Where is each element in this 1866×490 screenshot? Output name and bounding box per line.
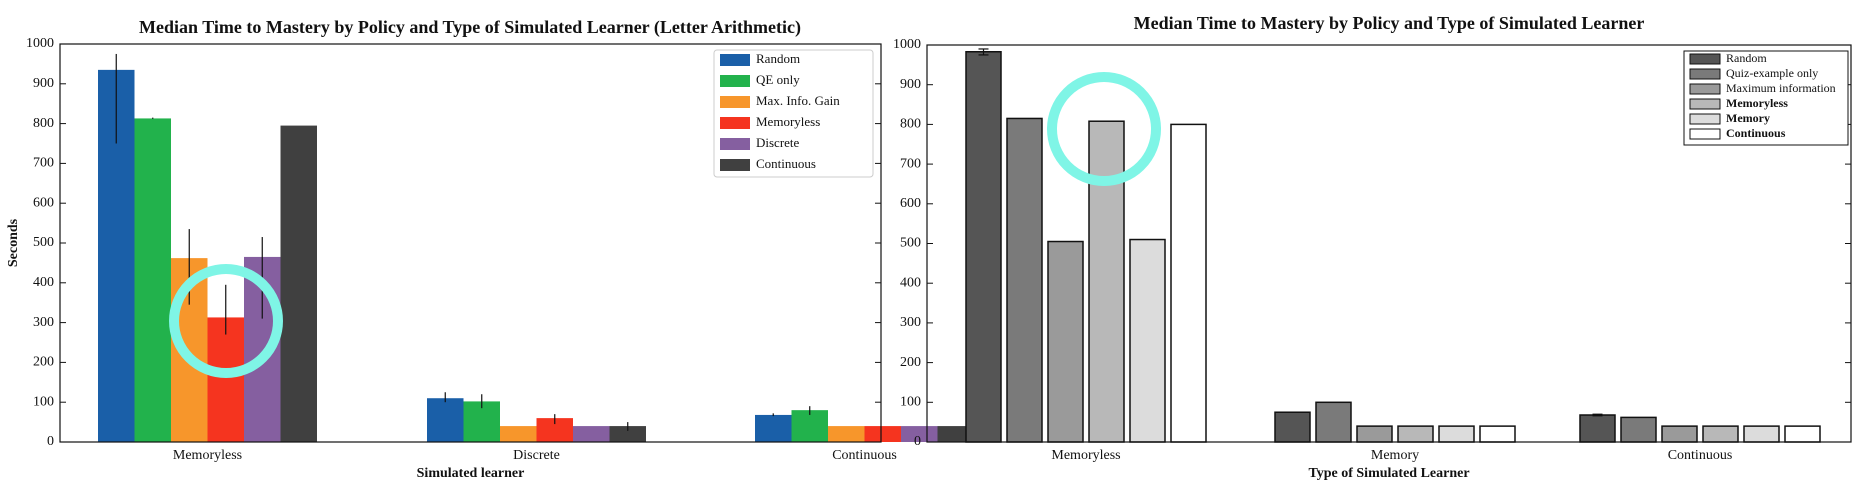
- legend-swatch: [720, 54, 750, 66]
- bar: [427, 398, 464, 442]
- legend-label: Continuous: [756, 156, 816, 171]
- legend-swatch: [720, 96, 750, 108]
- bar: [1315, 401, 1352, 443]
- x-tick-label: Continuous: [1668, 448, 1733, 463]
- bar: [937, 426, 974, 442]
- bar: [573, 426, 610, 442]
- y-tick-label: 100: [33, 394, 54, 409]
- bar: [1661, 425, 1698, 443]
- bar: [1274, 411, 1311, 443]
- legend-label: Quiz-example only: [1726, 66, 1818, 80]
- bar: [134, 118, 171, 443]
- legend-swatch: [720, 138, 750, 150]
- x-tick-label: Memoryless: [173, 448, 242, 463]
- bar: [1784, 425, 1821, 443]
- y-axis-title: Seconds: [6, 218, 21, 267]
- bar: [901, 426, 938, 442]
- bar: [1170, 123, 1207, 443]
- legend-box: [713, 49, 874, 178]
- legend-swatch: [1689, 113, 1721, 125]
- y-tick-label: 300: [900, 315, 921, 330]
- bar: [755, 414, 792, 442]
- y-tick-label: 100: [900, 395, 921, 410]
- legend-label: Max. Info. Gain: [756, 93, 840, 108]
- y-tick-label: 400: [900, 275, 921, 290]
- legend-label: Memory: [1726, 111, 1770, 125]
- bar: [1129, 238, 1166, 443]
- legend-label: Discrete: [756, 135, 800, 150]
- legend-swatch: [1689, 53, 1721, 65]
- legend-label: Random: [756, 51, 800, 66]
- bar: [1438, 425, 1475, 443]
- y-tick-label: 700: [900, 156, 921, 171]
- y-tick-label: 900: [900, 77, 921, 92]
- plot-frame: [926, 44, 1852, 443]
- y-tick-label: 1000: [893, 37, 921, 52]
- y-tick-label: 900: [33, 76, 54, 91]
- legend-swatch: [1689, 128, 1721, 140]
- y-tick-label: 200: [33, 355, 54, 370]
- legend-label: QE only: [756, 72, 800, 87]
- plot-frame: [59, 43, 882, 443]
- bar: [1047, 240, 1084, 443]
- x-tick-label: Memoryless: [1051, 448, 1120, 463]
- y-tick-label: 800: [900, 117, 921, 132]
- y-tick-label: 500: [900, 236, 921, 251]
- bar: [1397, 425, 1434, 443]
- bar: [500, 426, 537, 442]
- y-tick-label: 0: [914, 434, 921, 449]
- highlight-circle: [1047, 72, 1161, 186]
- bar: [1620, 416, 1657, 443]
- bar: [207, 317, 244, 442]
- legend-swatch: [1689, 68, 1721, 80]
- bar: [1006, 117, 1043, 443]
- bar: [1579, 414, 1616, 443]
- bar: [864, 426, 901, 442]
- highlight-circle: [169, 264, 283, 378]
- bar: [965, 50, 1002, 443]
- x-tick-label: Discrete: [513, 448, 560, 463]
- chart-title: Median Time to Mastery by Policy and Typ…: [139, 17, 801, 38]
- bar: [1702, 425, 1739, 443]
- x-tick-label: Continuous: [832, 448, 897, 463]
- y-tick-label: 400: [33, 275, 54, 290]
- y-tick-label: 600: [900, 196, 921, 211]
- legend-label: Memoryless: [756, 114, 820, 129]
- chart-title: Median Time to Mastery by Policy and Typ…: [1134, 13, 1645, 33]
- legend-label: Continuous: [1726, 126, 1786, 140]
- legend-label: Maximum information: [1726, 81, 1836, 95]
- x-axis-title: Type of Simulated Learner: [1308, 466, 1469, 481]
- bar: [791, 410, 828, 442]
- legend-swatch: [720, 159, 750, 171]
- legend-swatch: [720, 75, 750, 87]
- y-tick-label: 700: [33, 156, 54, 171]
- y-tick-label: 300: [33, 315, 54, 330]
- bar: [828, 426, 865, 442]
- bar: [1356, 425, 1393, 443]
- x-tick-label: Memory: [1371, 448, 1419, 463]
- legend-label: Memoryless: [1726, 96, 1788, 110]
- bar: [536, 418, 573, 442]
- y-tick-label: 500: [33, 235, 54, 250]
- x-axis-title: Simulated learner: [417, 466, 525, 481]
- legend-swatch: [1689, 83, 1721, 95]
- legend-label: Random: [1726, 51, 1767, 65]
- bar: [280, 125, 317, 442]
- bar: [1088, 120, 1125, 443]
- legend-swatch: [720, 117, 750, 129]
- bar: [1479, 425, 1516, 443]
- y-tick-label: 800: [33, 116, 54, 131]
- y-tick-label: 200: [900, 355, 921, 370]
- legend-swatch: [1689, 98, 1721, 110]
- y-tick-label: 600: [33, 195, 54, 210]
- y-tick-label: 0: [47, 434, 54, 449]
- bar: [1743, 425, 1780, 443]
- y-tick-label: 1000: [26, 36, 54, 51]
- bar: [609, 426, 646, 442]
